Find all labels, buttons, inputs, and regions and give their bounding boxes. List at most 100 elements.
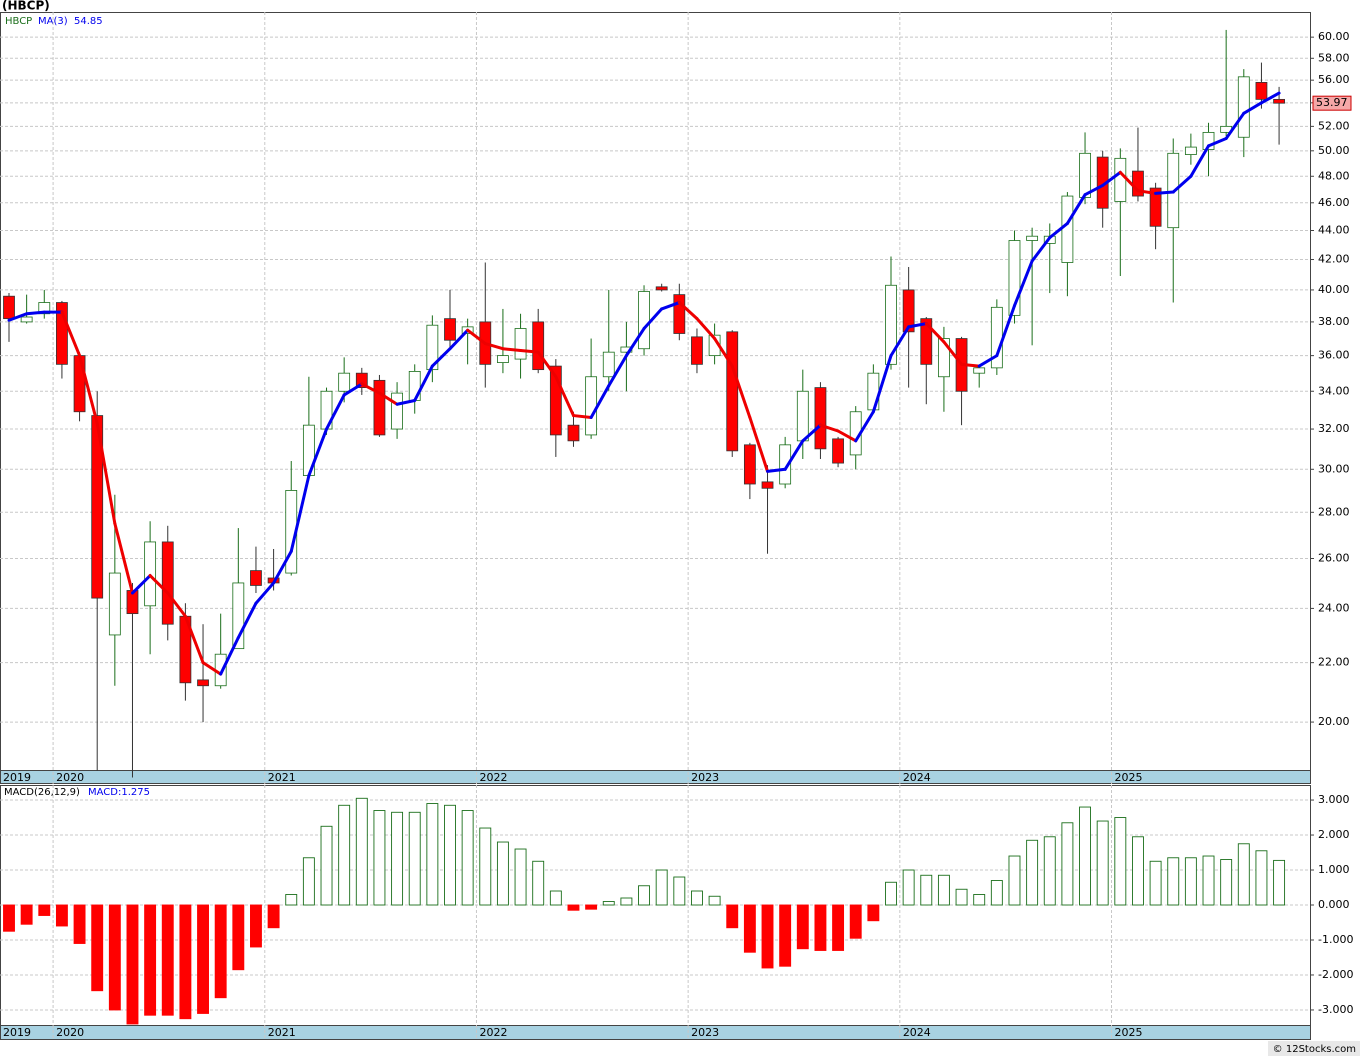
macd-bar [514, 848, 527, 906]
macd-bar [920, 874, 933, 906]
macd-bar [38, 904, 51, 916]
ma-line [695, 317, 717, 341]
ma-line [624, 327, 646, 358]
candle-body [250, 570, 262, 586]
macd-bar [126, 904, 139, 1025]
y-tick-label: 32.00 [1318, 422, 1350, 435]
candle-body [1149, 187, 1162, 227]
macd-bar [197, 904, 209, 1014]
ma-line [801, 423, 822, 443]
candle-body [497, 355, 509, 363]
ma-line [766, 467, 787, 473]
ma-line [960, 362, 981, 368]
macd-bar [1043, 836, 1056, 906]
macd-bar [1220, 859, 1233, 906]
macd-bar [937, 874, 950, 906]
macd-bar [814, 904, 827, 951]
macd-bar [549, 890, 562, 906]
candle-body [338, 372, 351, 392]
candle-body [743, 444, 756, 485]
candle-body [426, 324, 439, 371]
x-axis-strip [0, 1025, 1311, 1040]
candle-body [1237, 76, 1250, 138]
ma-line [836, 429, 858, 443]
macd-bar [726, 904, 739, 929]
ma-line [677, 301, 699, 321]
ma-line [7, 312, 29, 322]
ma-line [113, 522, 134, 595]
macd-bar [214, 904, 227, 999]
ma-line [571, 414, 593, 419]
macd-bar [638, 885, 650, 906]
macd-bar [1132, 836, 1144, 906]
macd-bar [144, 904, 157, 1016]
macd-bar [320, 825, 333, 906]
macd-bar [867, 904, 880, 922]
candle-body [232, 582, 245, 650]
ma-line [307, 427, 329, 478]
candle-body [1061, 195, 1074, 263]
macd-bar [1008, 855, 1021, 906]
ma-line [1012, 259, 1034, 308]
x-tick-label: 2024 [903, 771, 931, 784]
y-tick-label: 50.00 [1318, 144, 1350, 157]
ma-line [201, 661, 223, 676]
x-tick-label: 2024 [903, 1026, 931, 1039]
macd-bar [655, 869, 668, 906]
candle-body [3, 295, 15, 320]
macd-bar [1273, 859, 1286, 906]
candle-body [1026, 235, 1039, 241]
macd-bar [1149, 860, 1162, 906]
x-tick-label: 2025 [1115, 1026, 1143, 1039]
x-tick-label: 2021 [268, 771, 296, 784]
ma-line [25, 310, 46, 316]
macd-bar [796, 904, 809, 950]
footer: © 12Stocks.com [1273, 1044, 1356, 1055]
candle-body [514, 328, 527, 360]
legend-symbol: HBCP [5, 16, 32, 27]
ma-line [183, 614, 205, 665]
y-tick-label: 24.00 [1318, 601, 1350, 614]
macd-bar [902, 869, 915, 906]
macd-bar [91, 904, 104, 992]
x-tick-label: 2019 [3, 1026, 31, 1039]
candle-body [585, 376, 598, 436]
candle-body [779, 444, 792, 485]
ma-line [730, 364, 752, 419]
candle-body [73, 355, 86, 413]
ma-line [430, 347, 452, 368]
macd-bar [426, 803, 439, 906]
candle-body [355, 372, 368, 388]
x-tick-label: 2022 [479, 771, 507, 784]
candle-body [938, 338, 950, 378]
legend-ma-value: 54.85 [74, 16, 103, 27]
macd-bar [832, 904, 845, 951]
macd-bar [179, 904, 192, 1020]
macd-bar [461, 810, 474, 906]
ma-line [325, 393, 346, 431]
candle-body [655, 286, 668, 291]
y-tick-label: -2.000 [1318, 968, 1353, 981]
macd-bar [20, 904, 33, 925]
candle-body [832, 438, 844, 464]
candle-body [197, 679, 209, 687]
y-tick-label: 36.00 [1318, 349, 1350, 362]
y-tick-label: 0.000 [1318, 898, 1350, 911]
macd-bar [567, 904, 580, 911]
candle-body [532, 321, 545, 371]
macd-bar [779, 904, 792, 967]
candle-body [885, 284, 897, 365]
ma-line [1101, 170, 1122, 187]
candle-body [20, 316, 33, 323]
ma-line [501, 347, 523, 352]
macd-bar [391, 811, 404, 906]
candle-body [1184, 146, 1197, 155]
ma-line [413, 364, 434, 402]
ma-line [1207, 136, 1228, 148]
ma-line [448, 328, 470, 351]
macd-bar [1114, 817, 1127, 906]
macd-bar [267, 904, 280, 929]
ma-line [78, 354, 99, 425]
ma-line [1154, 190, 1175, 195]
